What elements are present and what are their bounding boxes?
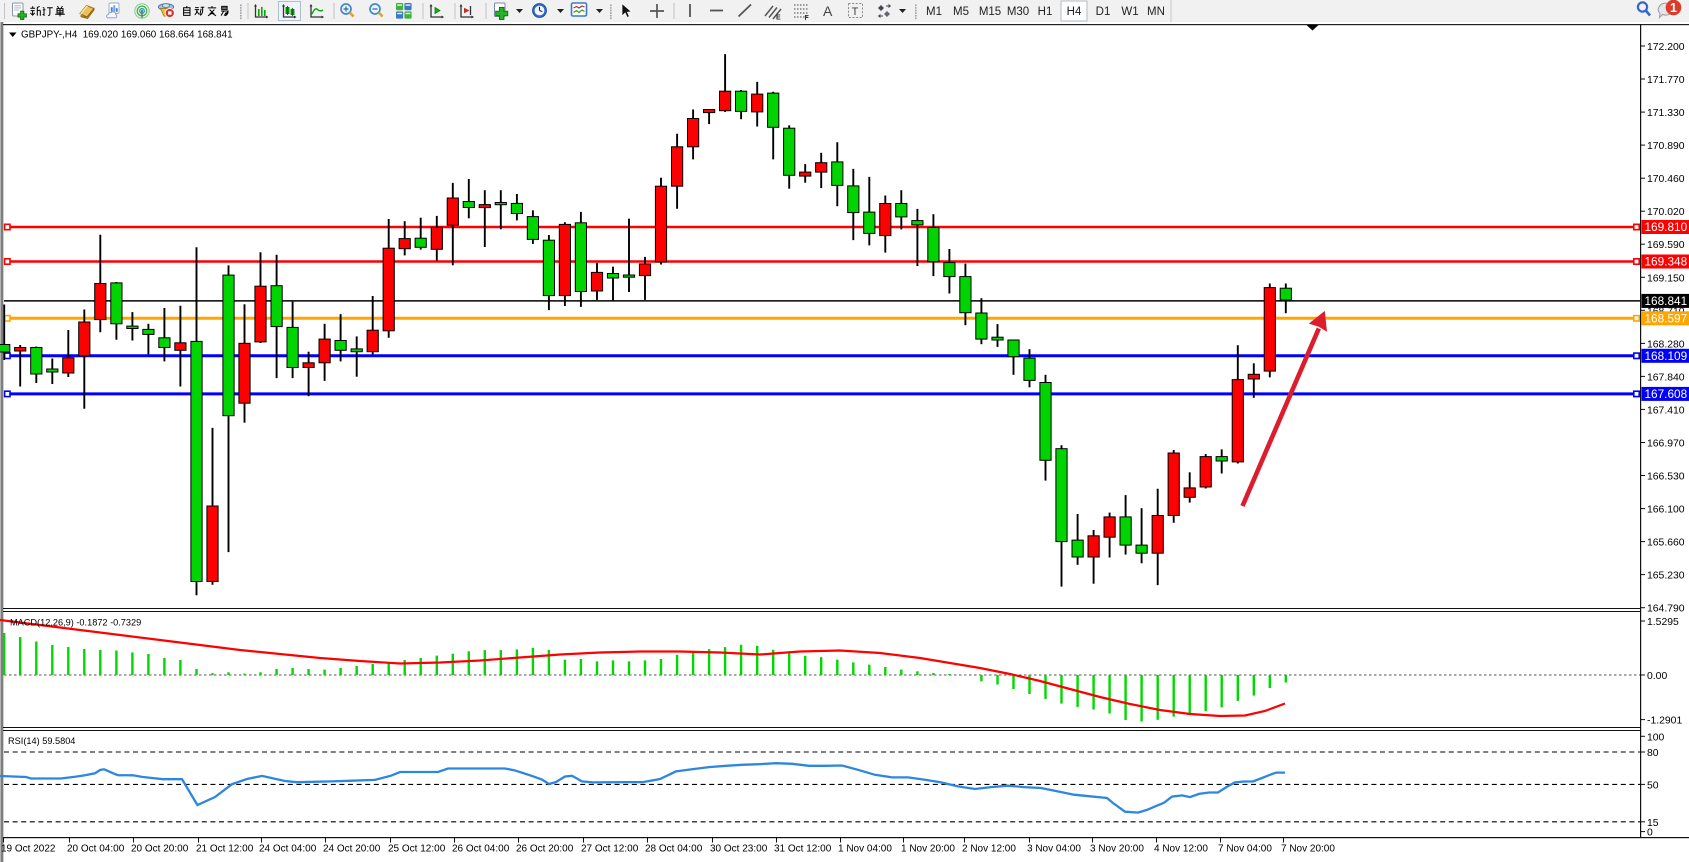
svg-text:W1: W1 xyxy=(1121,6,1138,18)
svg-text:H4: H4 xyxy=(1067,6,1082,18)
svg-text:171.770: 171.770 xyxy=(1647,75,1685,86)
svg-text:167.840: 167.840 xyxy=(1647,372,1685,383)
svg-text:170.890: 170.890 xyxy=(1647,141,1685,152)
svg-text:169.810: 169.810 xyxy=(1645,220,1688,234)
svg-text:M1: M1 xyxy=(926,6,942,18)
svg-text:26 Oct 20:00: 26 Oct 20:00 xyxy=(516,844,574,855)
svg-text:20 Oct 04:00: 20 Oct 04:00 xyxy=(67,844,125,855)
svg-text:100: 100 xyxy=(1647,732,1665,743)
svg-text:30 Oct 23:00: 30 Oct 23:00 xyxy=(710,844,768,855)
svg-text:168.597: 168.597 xyxy=(1645,311,1688,325)
svg-text:0.00: 0.00 xyxy=(1647,671,1667,682)
svg-text:28 Oct 04:00: 28 Oct 04:00 xyxy=(645,844,703,855)
svg-text:166.970: 166.970 xyxy=(1647,439,1685,450)
svg-text:164.790: 164.790 xyxy=(1647,604,1685,615)
svg-text:1: 1 xyxy=(1670,1,1677,15)
svg-text:50: 50 xyxy=(1647,780,1659,791)
svg-text:169.348: 169.348 xyxy=(1645,255,1688,269)
svg-text:A: A xyxy=(823,3,833,19)
svg-text:19 Oct 2022: 19 Oct 2022 xyxy=(1,844,56,855)
svg-text:21 Oct 12:00: 21 Oct 12:00 xyxy=(196,844,254,855)
svg-text:H1: H1 xyxy=(1038,6,1053,18)
svg-text:3 Nov 04:00: 3 Nov 04:00 xyxy=(1027,844,1081,855)
svg-text:E: E xyxy=(776,15,781,22)
svg-text:MACD(12,26,9) -0.1872 -0.7329: MACD(12,26,9) -0.1872 -0.7329 xyxy=(10,618,141,628)
svg-text:MN: MN xyxy=(1147,6,1165,18)
svg-text:170.020: 170.020 xyxy=(1647,207,1685,218)
svg-text:0: 0 xyxy=(1647,828,1653,839)
svg-text:F: F xyxy=(805,15,810,22)
svg-text:170.460: 170.460 xyxy=(1647,174,1685,185)
svg-text:169.150: 169.150 xyxy=(1647,273,1685,284)
svg-text:-1.2901: -1.2901 xyxy=(1647,716,1682,727)
svg-text:171.330: 171.330 xyxy=(1647,108,1685,119)
svg-text:168.109: 168.109 xyxy=(1645,349,1688,363)
svg-text:GBPJPY-,H4 169.020 169.060 16: GBPJPY-,H4 169.020 169.060 168.664 168.8… xyxy=(21,30,233,41)
svg-text:169.590: 169.590 xyxy=(1647,240,1685,251)
svg-text:166.530: 166.530 xyxy=(1647,472,1685,483)
svg-text:1 Nov 20:00: 1 Nov 20:00 xyxy=(901,844,955,855)
svg-text:20 Oct 20:00: 20 Oct 20:00 xyxy=(131,844,189,855)
svg-text:167.410: 167.410 xyxy=(1647,405,1685,416)
svg-text:7 Nov 20:00: 7 Nov 20:00 xyxy=(1281,844,1335,855)
svg-text:7 Nov 04:00: 7 Nov 04:00 xyxy=(1218,844,1272,855)
svg-text:27 Oct 12:00: 27 Oct 12:00 xyxy=(581,844,639,855)
svg-text:24 Oct 20:00: 24 Oct 20:00 xyxy=(323,844,381,855)
svg-text:24 Oct 04:00: 24 Oct 04:00 xyxy=(259,844,317,855)
svg-text:D1: D1 xyxy=(1096,6,1111,18)
svg-text:3 Nov 20:00: 3 Nov 20:00 xyxy=(1090,844,1144,855)
svg-text:25 Oct 12:00: 25 Oct 12:00 xyxy=(388,844,446,855)
svg-text:172.200: 172.200 xyxy=(1647,42,1685,53)
svg-text:31 Oct 12:00: 31 Oct 12:00 xyxy=(774,844,832,855)
svg-text:M5: M5 xyxy=(953,6,969,18)
svg-text:168.841: 168.841 xyxy=(1645,294,1688,308)
svg-text:15: 15 xyxy=(1647,818,1659,829)
svg-text:165.230: 165.230 xyxy=(1647,571,1685,582)
svg-text:166.100: 166.100 xyxy=(1647,505,1685,516)
svg-text:1 Nov 04:00: 1 Nov 04:00 xyxy=(838,844,892,855)
svg-text:80: 80 xyxy=(1647,748,1659,759)
svg-text:4 Nov 12:00: 4 Nov 12:00 xyxy=(1154,844,1208,855)
svg-text:RSI(14) 59.5804: RSI(14) 59.5804 xyxy=(8,736,75,746)
svg-text:M15: M15 xyxy=(979,6,1001,18)
svg-text:26 Oct 04:00: 26 Oct 04:00 xyxy=(452,844,510,855)
svg-text:M30: M30 xyxy=(1007,6,1029,18)
svg-text:168.280: 168.280 xyxy=(1647,339,1685,350)
svg-text:167.608: 167.608 xyxy=(1645,387,1688,401)
svg-text:165.660: 165.660 xyxy=(1647,538,1685,549)
svg-text:T: T xyxy=(852,6,859,18)
svg-text:2 Nov 12:00: 2 Nov 12:00 xyxy=(962,844,1016,855)
svg-text:1.5295: 1.5295 xyxy=(1647,617,1679,628)
